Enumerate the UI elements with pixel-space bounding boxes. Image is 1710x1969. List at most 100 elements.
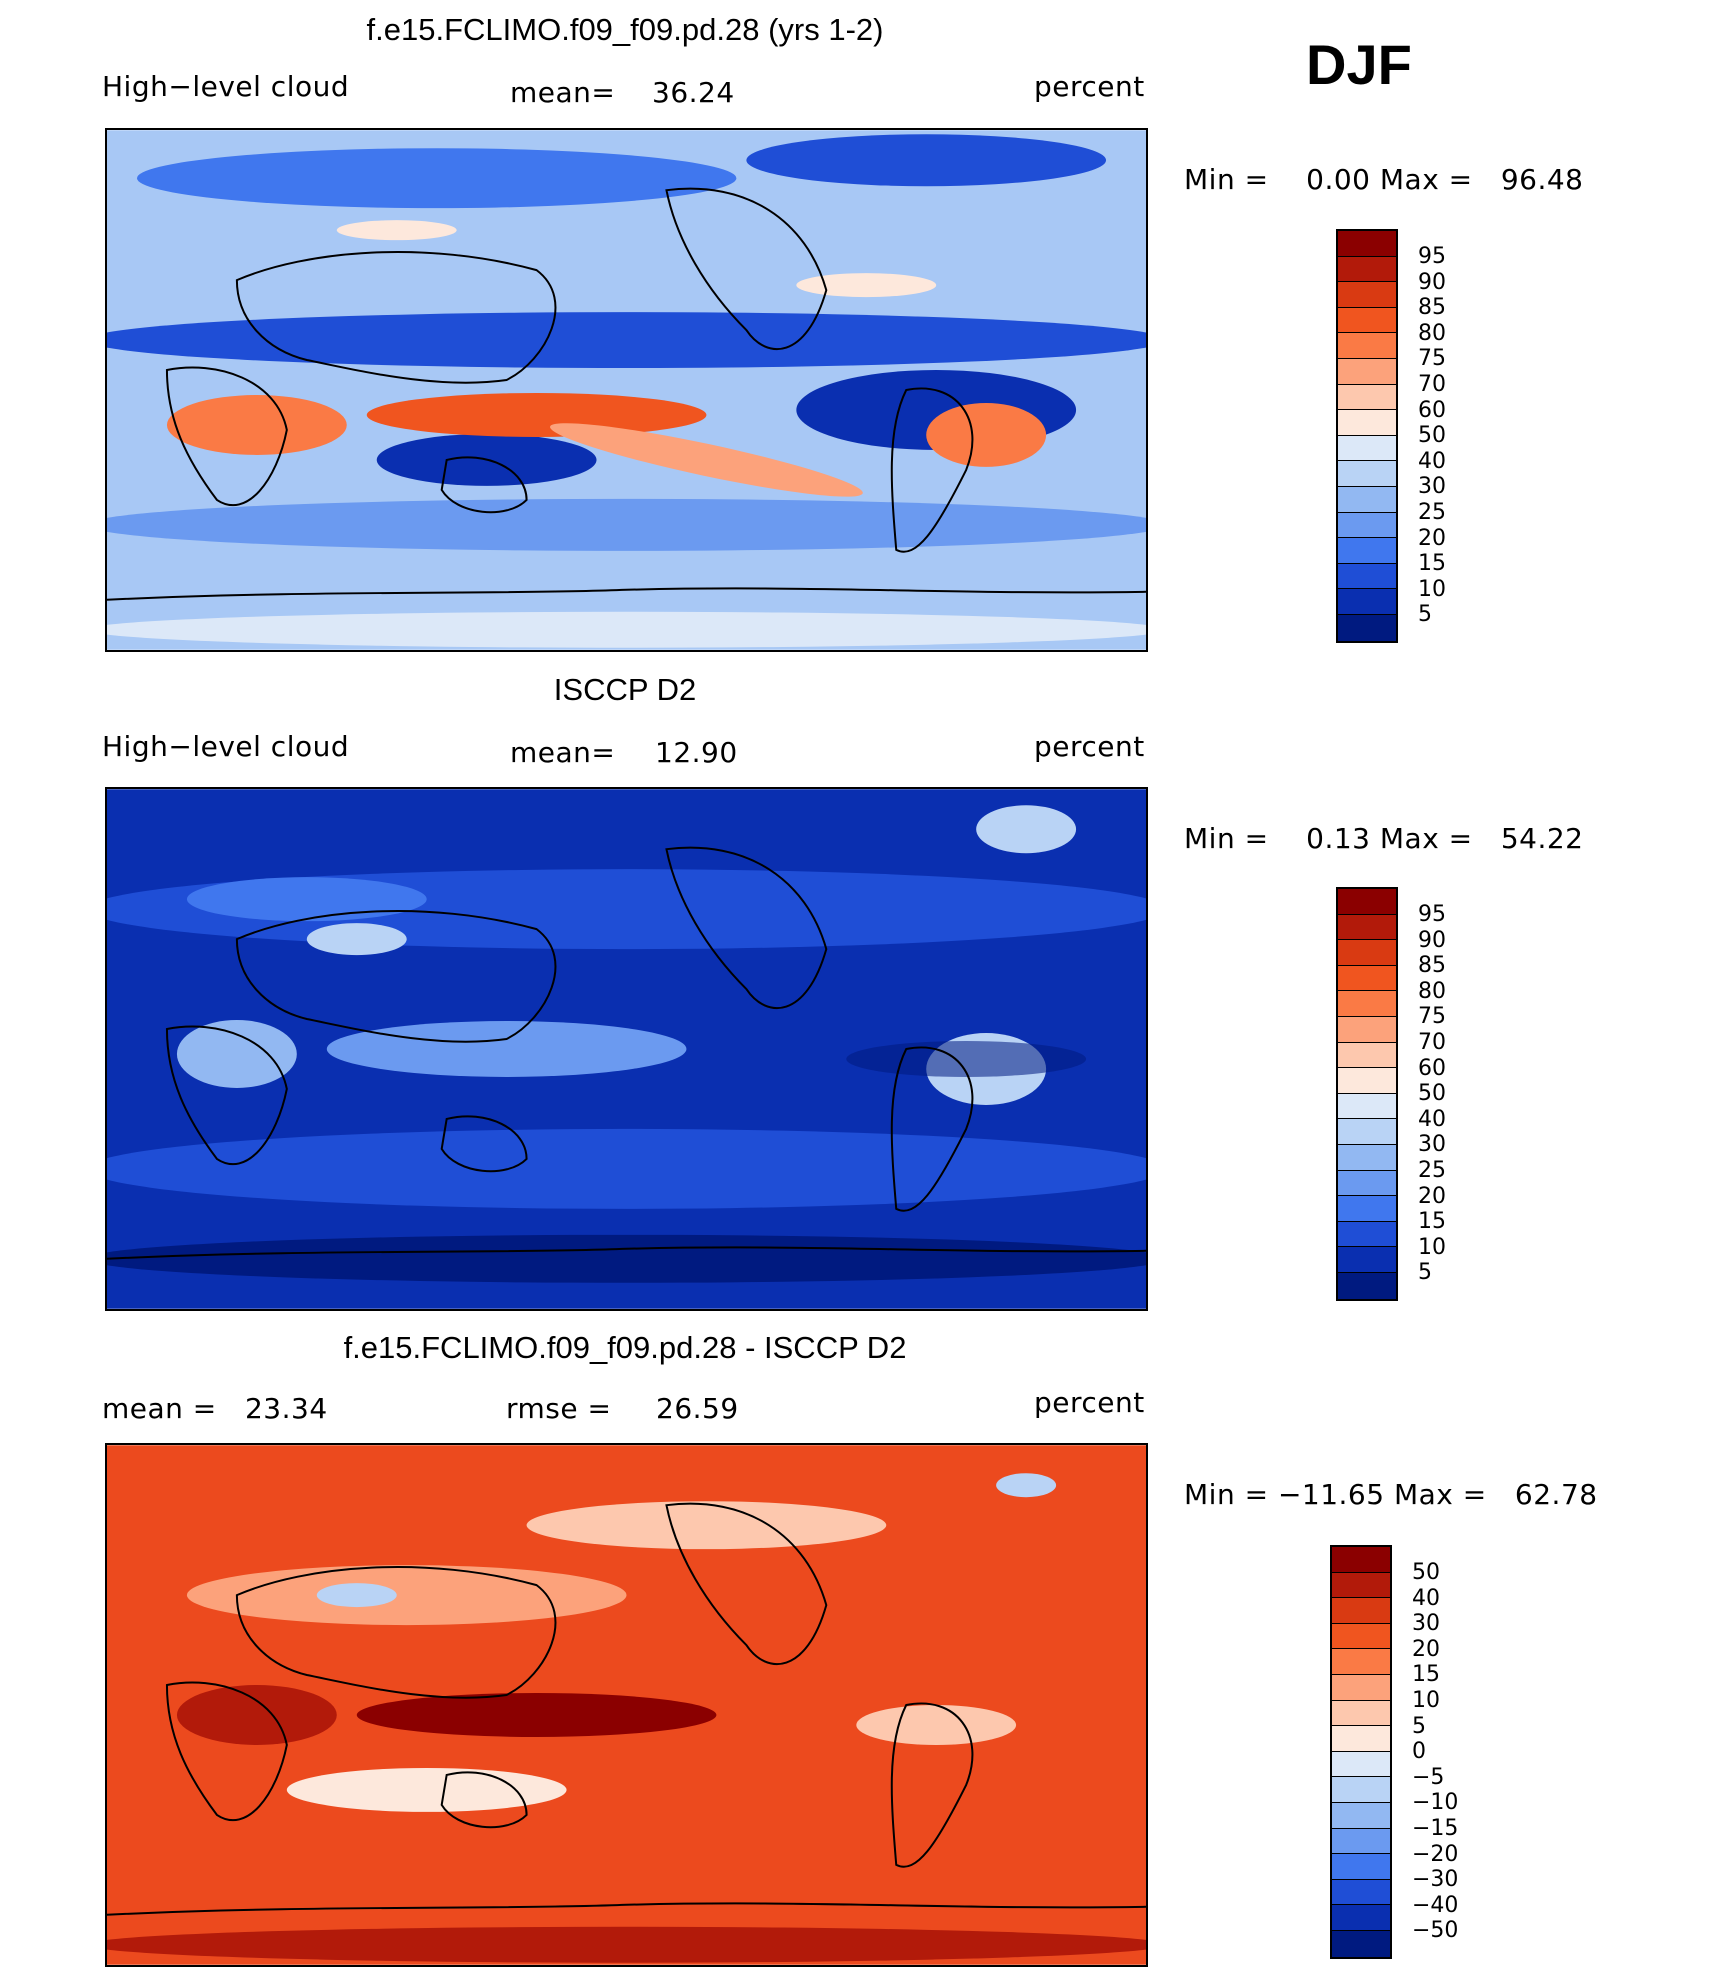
diff-coastline-south-america [890, 1702, 974, 1868]
legend-swatch [1338, 1144, 1396, 1171]
legend-label: −30 [1412, 1867, 1459, 1893]
isccp-coastline-north-america [665, 846, 828, 1010]
panel2-variable-label: High−level cloud [102, 730, 350, 763]
legend-label: 80 [1418, 320, 1446, 346]
isccp-africa-convection [176, 1020, 297, 1088]
model-coastline-north-america [665, 187, 828, 351]
legend-label: 5 [1418, 602, 1432, 628]
panel3-units: percent [1034, 1386, 1145, 1419]
model-high-cloud-map [105, 128, 1148, 652]
isccp-coastline-africa [165, 1025, 288, 1166]
model-antarctic-band [107, 611, 1146, 648]
panel3-title: f.e15.FCLIMO.f09_f09.pd.28 - ISCCP D2 [343, 1330, 907, 1365]
legend-swatch [1338, 965, 1396, 992]
legend-swatch [1338, 307, 1396, 334]
legend-swatch [1338, 614, 1396, 641]
legend-label: 10 [1418, 1234, 1446, 1260]
legend-swatch [1338, 1247, 1396, 1273]
legend-label: 0 [1412, 1739, 1426, 1765]
panel3-rmse-value: 26.59 [656, 1392, 739, 1425]
diff-coastline-north-america [665, 1502, 828, 1666]
model-south-storm-band [107, 498, 1146, 551]
legend-label: 15 [1418, 1209, 1446, 1235]
isccp-south-band [107, 1128, 1146, 1209]
panel1-title: f.e15.FCLIMO.f09_f09.pd.28 (yrs 1-2) [366, 12, 884, 47]
legend-label: −20 [1412, 1841, 1459, 1867]
legend-label: 50 [1418, 423, 1446, 449]
diff-arctic-patch [526, 1501, 887, 1550]
legend-label: 75 [1418, 346, 1446, 372]
legend-label: 80 [1418, 978, 1446, 1004]
legend-label: 85 [1418, 295, 1446, 321]
legend-cloud-colorbar [1336, 229, 1398, 643]
legend-swatch [1338, 384, 1396, 411]
legend-swatch [1338, 563, 1396, 590]
legend-swatch [1332, 1572, 1390, 1599]
legend-swatch [1332, 1700, 1390, 1727]
legend-swatch [1338, 333, 1396, 359]
legend-swatch [1338, 1170, 1396, 1197]
model-coastline-australia [440, 456, 528, 514]
legend-swatch [1332, 1930, 1390, 1957]
diff-coastline-australia [440, 1771, 528, 1829]
legend-label: 70 [1418, 1030, 1446, 1055]
legend-swatch [1338, 589, 1396, 615]
diff-coastline-africa [165, 1681, 288, 1822]
legend-swatch [1332, 1547, 1390, 1573]
legend-swatch [1338, 1221, 1396, 1248]
diff-coastline-antarctica [107, 1902, 1146, 1916]
legend-swatch [1338, 461, 1396, 487]
legend-swatch [1332, 1905, 1390, 1931]
legend-swatch [1338, 231, 1396, 257]
legend-label: 50 [1418, 1081, 1446, 1107]
legend-swatch [1332, 1777, 1390, 1803]
panel1-units: percent [1034, 70, 1145, 103]
diff-greenland-negative [996, 1473, 1057, 1498]
legend-swatch [1338, 358, 1396, 385]
model-coastline-antarctica [107, 587, 1146, 601]
legend-label: 25 [1418, 500, 1446, 525]
legend-label: 30 [1412, 1611, 1440, 1637]
legend-swatch [1332, 1726, 1390, 1752]
legend-label: 15 [1412, 1662, 1440, 1688]
legend-swatch [1332, 1674, 1390, 1701]
model-north-storm-band [107, 312, 1146, 369]
legend-label: 15 [1418, 551, 1446, 577]
isccp-tibet-patch [306, 923, 407, 956]
diff-tibet-negative [316, 1583, 397, 1608]
model-warm-pool-convection [366, 392, 707, 437]
legend-label: −10 [1412, 1790, 1459, 1816]
panel1-mean-label: mean= [510, 76, 616, 109]
panel2-mean-value: 12.90 [655, 736, 738, 769]
difference-map [105, 1443, 1148, 1967]
legend-swatch [1338, 512, 1396, 539]
legend-label: −40 [1412, 1892, 1459, 1918]
legend-label: −5 [1412, 1764, 1445, 1790]
legend-label: 70 [1418, 372, 1446, 397]
legend-label: 30 [1418, 1132, 1446, 1158]
panel1-variable-label: High−level cloud [102, 70, 350, 103]
legend-label: 75 [1418, 1004, 1446, 1030]
legend-label: 40 [1418, 448, 1446, 474]
model-coastline-eurasia [235, 251, 557, 384]
panel3-rmse-label: rmse = [506, 1392, 612, 1425]
diff-eurasia-patch [186, 1565, 627, 1626]
legend-swatch [1338, 991, 1396, 1017]
legend-swatch [1338, 486, 1396, 513]
model-spcz [550, 423, 863, 497]
model-greenland-low [746, 134, 1107, 187]
diff-southern-band [107, 1926, 1146, 1963]
legend-swatch [1332, 1828, 1390, 1855]
panel2-title: ISCCP D2 [553, 672, 697, 707]
legend-swatch [1338, 889, 1396, 915]
legend-label: 20 [1418, 1183, 1446, 1209]
legend-label: 20 [1412, 1636, 1440, 1662]
legend-swatch [1332, 1802, 1390, 1829]
isccp-eurasia-band [186, 877, 427, 922]
legend-diff-colorbar [1330, 1545, 1392, 1959]
legend-label: 25 [1418, 1158, 1446, 1183]
legend-label: 40 [1418, 1106, 1446, 1132]
legend-label: 85 [1418, 953, 1446, 979]
model-amazon-convection [926, 402, 1047, 467]
legend-label: 5 [1412, 1713, 1426, 1739]
